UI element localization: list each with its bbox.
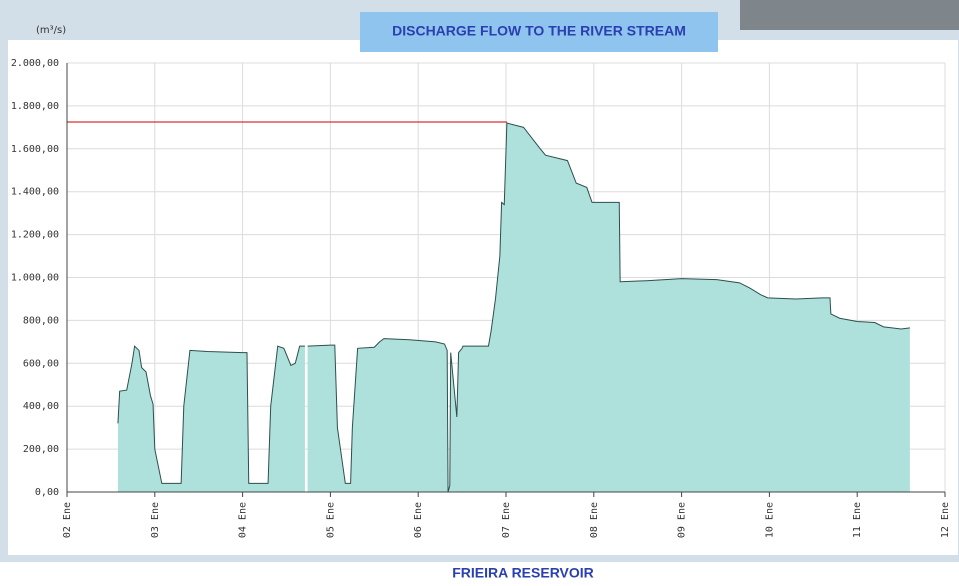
footer: FRIEIRA RESERVOIR [452, 565, 594, 581]
y-tick-label: 0,00 [35, 487, 59, 498]
x-tick-label: 03 Ene [150, 502, 161, 538]
y-tick-label: 600,00 [23, 358, 59, 369]
x-tick-label: 07 Ene [501, 502, 512, 538]
photo [740, 0, 959, 30]
x-tick-label: 11 Ene [852, 502, 863, 538]
y-tick-label: 2.000,00 [11, 58, 59, 69]
x-tick-label: 04 Ene [238, 502, 249, 538]
x-tick-label: 10 Ene [764, 502, 775, 538]
chart-title: DISCHARGE FLOW TO THE RIVER STREAM [392, 23, 686, 39]
x-tick-label: 12 Ene [940, 502, 951, 538]
x-tick-label: 02 Ene [62, 502, 73, 538]
page: DISCHARGE FLOW TO THE RIVER STREAM (m³/s… [0, 0, 959, 582]
x-tick-label: 06 Ene [413, 502, 424, 538]
x-tick-label: 08 Ene [589, 502, 600, 538]
y-tick-label: 1.200,00 [11, 230, 59, 241]
y-tick-label: 1.000,00 [11, 273, 59, 284]
x-tick-label: 09 Ene [677, 502, 688, 538]
chart: DISCHARGE FLOW TO THE RIVER STREAM (m³/s… [0, 0, 959, 582]
y-axis-label: (m³/s) [36, 25, 66, 36]
y-tick-label: 1.600,00 [11, 144, 59, 155]
y-tick-label: 1.400,00 [11, 187, 59, 198]
y-tick-label: 1.800,00 [11, 101, 59, 112]
y-tick-label: 200,00 [23, 444, 59, 455]
x-tick-label: 05 Ene [325, 502, 336, 538]
y-tick-label: 400,00 [23, 401, 59, 412]
y-tick-label: 800,00 [23, 315, 59, 326]
